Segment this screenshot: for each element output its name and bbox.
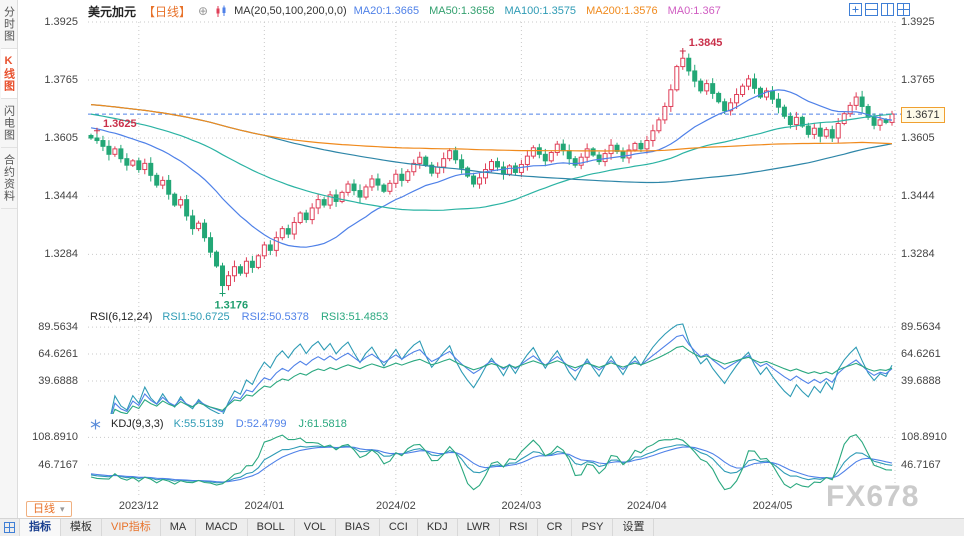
- kdj-value: D:52.4799: [235, 418, 287, 430]
- ma-value: MA50:1.3658: [429, 5, 495, 17]
- axis-tick-label: 1.3444: [44, 190, 78, 203]
- axis-tick-label: 64.6261: [901, 348, 941, 361]
- toolbar-tab-indicators[interactable]: 指标: [20, 519, 61, 536]
- svg-text:1.3625: 1.3625: [103, 118, 137, 130]
- date-tick-label: 2024/03: [501, 500, 542, 512]
- rsi-value: RSI1:50.6725: [162, 311, 230, 323]
- axis-tick-label: 46.7167: [901, 458, 941, 471]
- axis-tick-label: 1.3925: [44, 16, 78, 28]
- rsi-title: RSI(6,12,24): [90, 311, 153, 323]
- sidebar-item-contract-info[interactable]: 合约资料: [0, 148, 17, 209]
- layout-icons: [849, 3, 910, 16]
- toolbar-button-macd[interactable]: MACD: [196, 519, 248, 536]
- caret-down-icon: ▾: [60, 504, 65, 514]
- circle-plus-icon[interactable]: ⊕: [198, 4, 209, 18]
- kdj-settings-icon[interactable]: [90, 419, 101, 430]
- toolbar-tab-vip-indicators[interactable]: VIP指标: [102, 519, 161, 536]
- toolbar-button-cci[interactable]: CCI: [380, 519, 418, 536]
- axis-tick-label: 1.3284: [901, 248, 935, 261]
- bottom-toolbar: 指标 模板 VIP指标 MA MACD BOLL VOL BIAS CCI KDJ LWR RSI CR…: [0, 518, 964, 536]
- kdj-value: K:55.5139: [173, 418, 224, 430]
- toolbar-button-bias[interactable]: BIAS: [336, 519, 380, 536]
- date-tick-label: 2023/12: [118, 500, 159, 512]
- toolbar-button-settings[interactable]: 设置: [613, 519, 655, 536]
- rsi-value: RSI2:50.5378: [241, 311, 309, 323]
- date-tick-label: 2024/02: [375, 500, 416, 512]
- ma-value: MA20:1.3665: [353, 5, 420, 17]
- ma-value: MA0:1.367: [667, 5, 721, 17]
- axis-tick-label: 1.3605: [44, 132, 78, 144]
- toolbar-button-psy[interactable]: PSY: [572, 519, 614, 536]
- ma-value: MA200:1.3576: [586, 5, 658, 17]
- kdj-header: KDJ(9,3,3) K:55.5139 D:52.4799 J:61.5818: [90, 418, 347, 430]
- axis-tick-label: 1.3925: [901, 16, 935, 28]
- grid-2x2-icon[interactable]: [897, 3, 910, 16]
- svg-text:1.3845: 1.3845: [689, 37, 723, 49]
- toolbar-button-kdj[interactable]: KDJ: [418, 519, 458, 536]
- axis-tick-label: 1.3284: [44, 248, 78, 261]
- toolbar-button-boll[interactable]: BOLL: [248, 519, 295, 536]
- split-cols-icon[interactable]: [881, 3, 894, 16]
- kdj-values: K:55.5139 D:52.4799 J:61.5818: [174, 418, 347, 430]
- indicator-grid-icon[interactable]: [0, 519, 20, 536]
- toolbar-button-ma[interactable]: MA: [161, 519, 197, 536]
- ma-title: MA(20,50,100,200,0,0): [234, 5, 347, 17]
- axis-tick-label: 64.6261: [38, 348, 78, 361]
- toolbar-button-lwr[interactable]: LWR: [458, 519, 501, 536]
- axis-tick-label: 108.8910: [32, 431, 78, 444]
- sidebar-item-kline-chart[interactable]: K线图: [0, 49, 17, 99]
- date-tick-label: 2024/05: [752, 500, 793, 512]
- toolbar-button-rsi[interactable]: RSI: [500, 519, 538, 536]
- rsi-values: RSI1:50.6725 RSI2:50.5378 RSI3:51.4853: [162, 311, 388, 323]
- toolbar-tab-templates[interactable]: 模板: [61, 519, 102, 536]
- axis-tick-label: 1.3765: [901, 74, 935, 86]
- date-tick-label: 2024/04: [627, 500, 667, 512]
- period-tag: 【日线】: [143, 4, 192, 19]
- kdj-title: KDJ(9,3,3): [111, 418, 164, 430]
- split-rows-icon[interactable]: [865, 3, 878, 16]
- period-selector-button[interactable]: 日线 ▾: [26, 501, 72, 517]
- candlestick-icon: [215, 5, 227, 18]
- toolbar-button-cr[interactable]: CR: [538, 519, 573, 536]
- toolbar-button-vol[interactable]: VOL: [295, 519, 336, 536]
- kdj-value: J:61.5818: [298, 418, 347, 430]
- axis-tick-label: 1.3605: [901, 132, 935, 144]
- sidebar-item-time-chart[interactable]: 分时图: [0, 0, 17, 49]
- axis-tick-label: 89.5634: [901, 321, 941, 334]
- axis-tick-label: 1.3765: [44, 74, 78, 86]
- axis-tick-label: 1.3444: [901, 190, 935, 203]
- current-price-label: 1.3671: [901, 107, 945, 123]
- axis-tick-label: 46.7167: [38, 458, 78, 471]
- symbol-title: 美元加元: [88, 4, 137, 19]
- rsi-header: RSI(6,12,24) RSI1:50.6725 RSI2:50.5378 RSI…: [90, 311, 388, 323]
- ma-value: MA100:1.3575: [504, 5, 577, 17]
- sidebar-item-lightning-chart[interactable]: 闪电图: [0, 99, 17, 148]
- axis-tick-label: 39.6888: [38, 375, 78, 387]
- period-selector-label: 日线: [33, 503, 55, 515]
- axis-tick-label: 39.6888: [901, 375, 941, 387]
- svg-text:1.3176: 1.3176: [215, 300, 249, 312]
- chart-header: 美元加元 【日线】 ⊕ MA(20,50,100,200,0,0) MA20:1…: [88, 3, 723, 19]
- axis-tick-label: 108.8910: [901, 431, 947, 444]
- watermark: FX678: [826, 480, 920, 513]
- axis-tick-label: 89.5634: [38, 321, 78, 334]
- date-tick-label: 2024/01: [244, 500, 285, 512]
- add-pane-icon[interactable]: [849, 3, 862, 16]
- rsi-value: RSI3:51.4853: [320, 311, 389, 323]
- left-tab-sidebar: 分时图 K线图 闪电图 合约资料: [0, 0, 18, 518]
- ma-values: MA20:1.3665 MA50:1.3658 MA100:1.3575 MA200:…: [354, 5, 723, 17]
